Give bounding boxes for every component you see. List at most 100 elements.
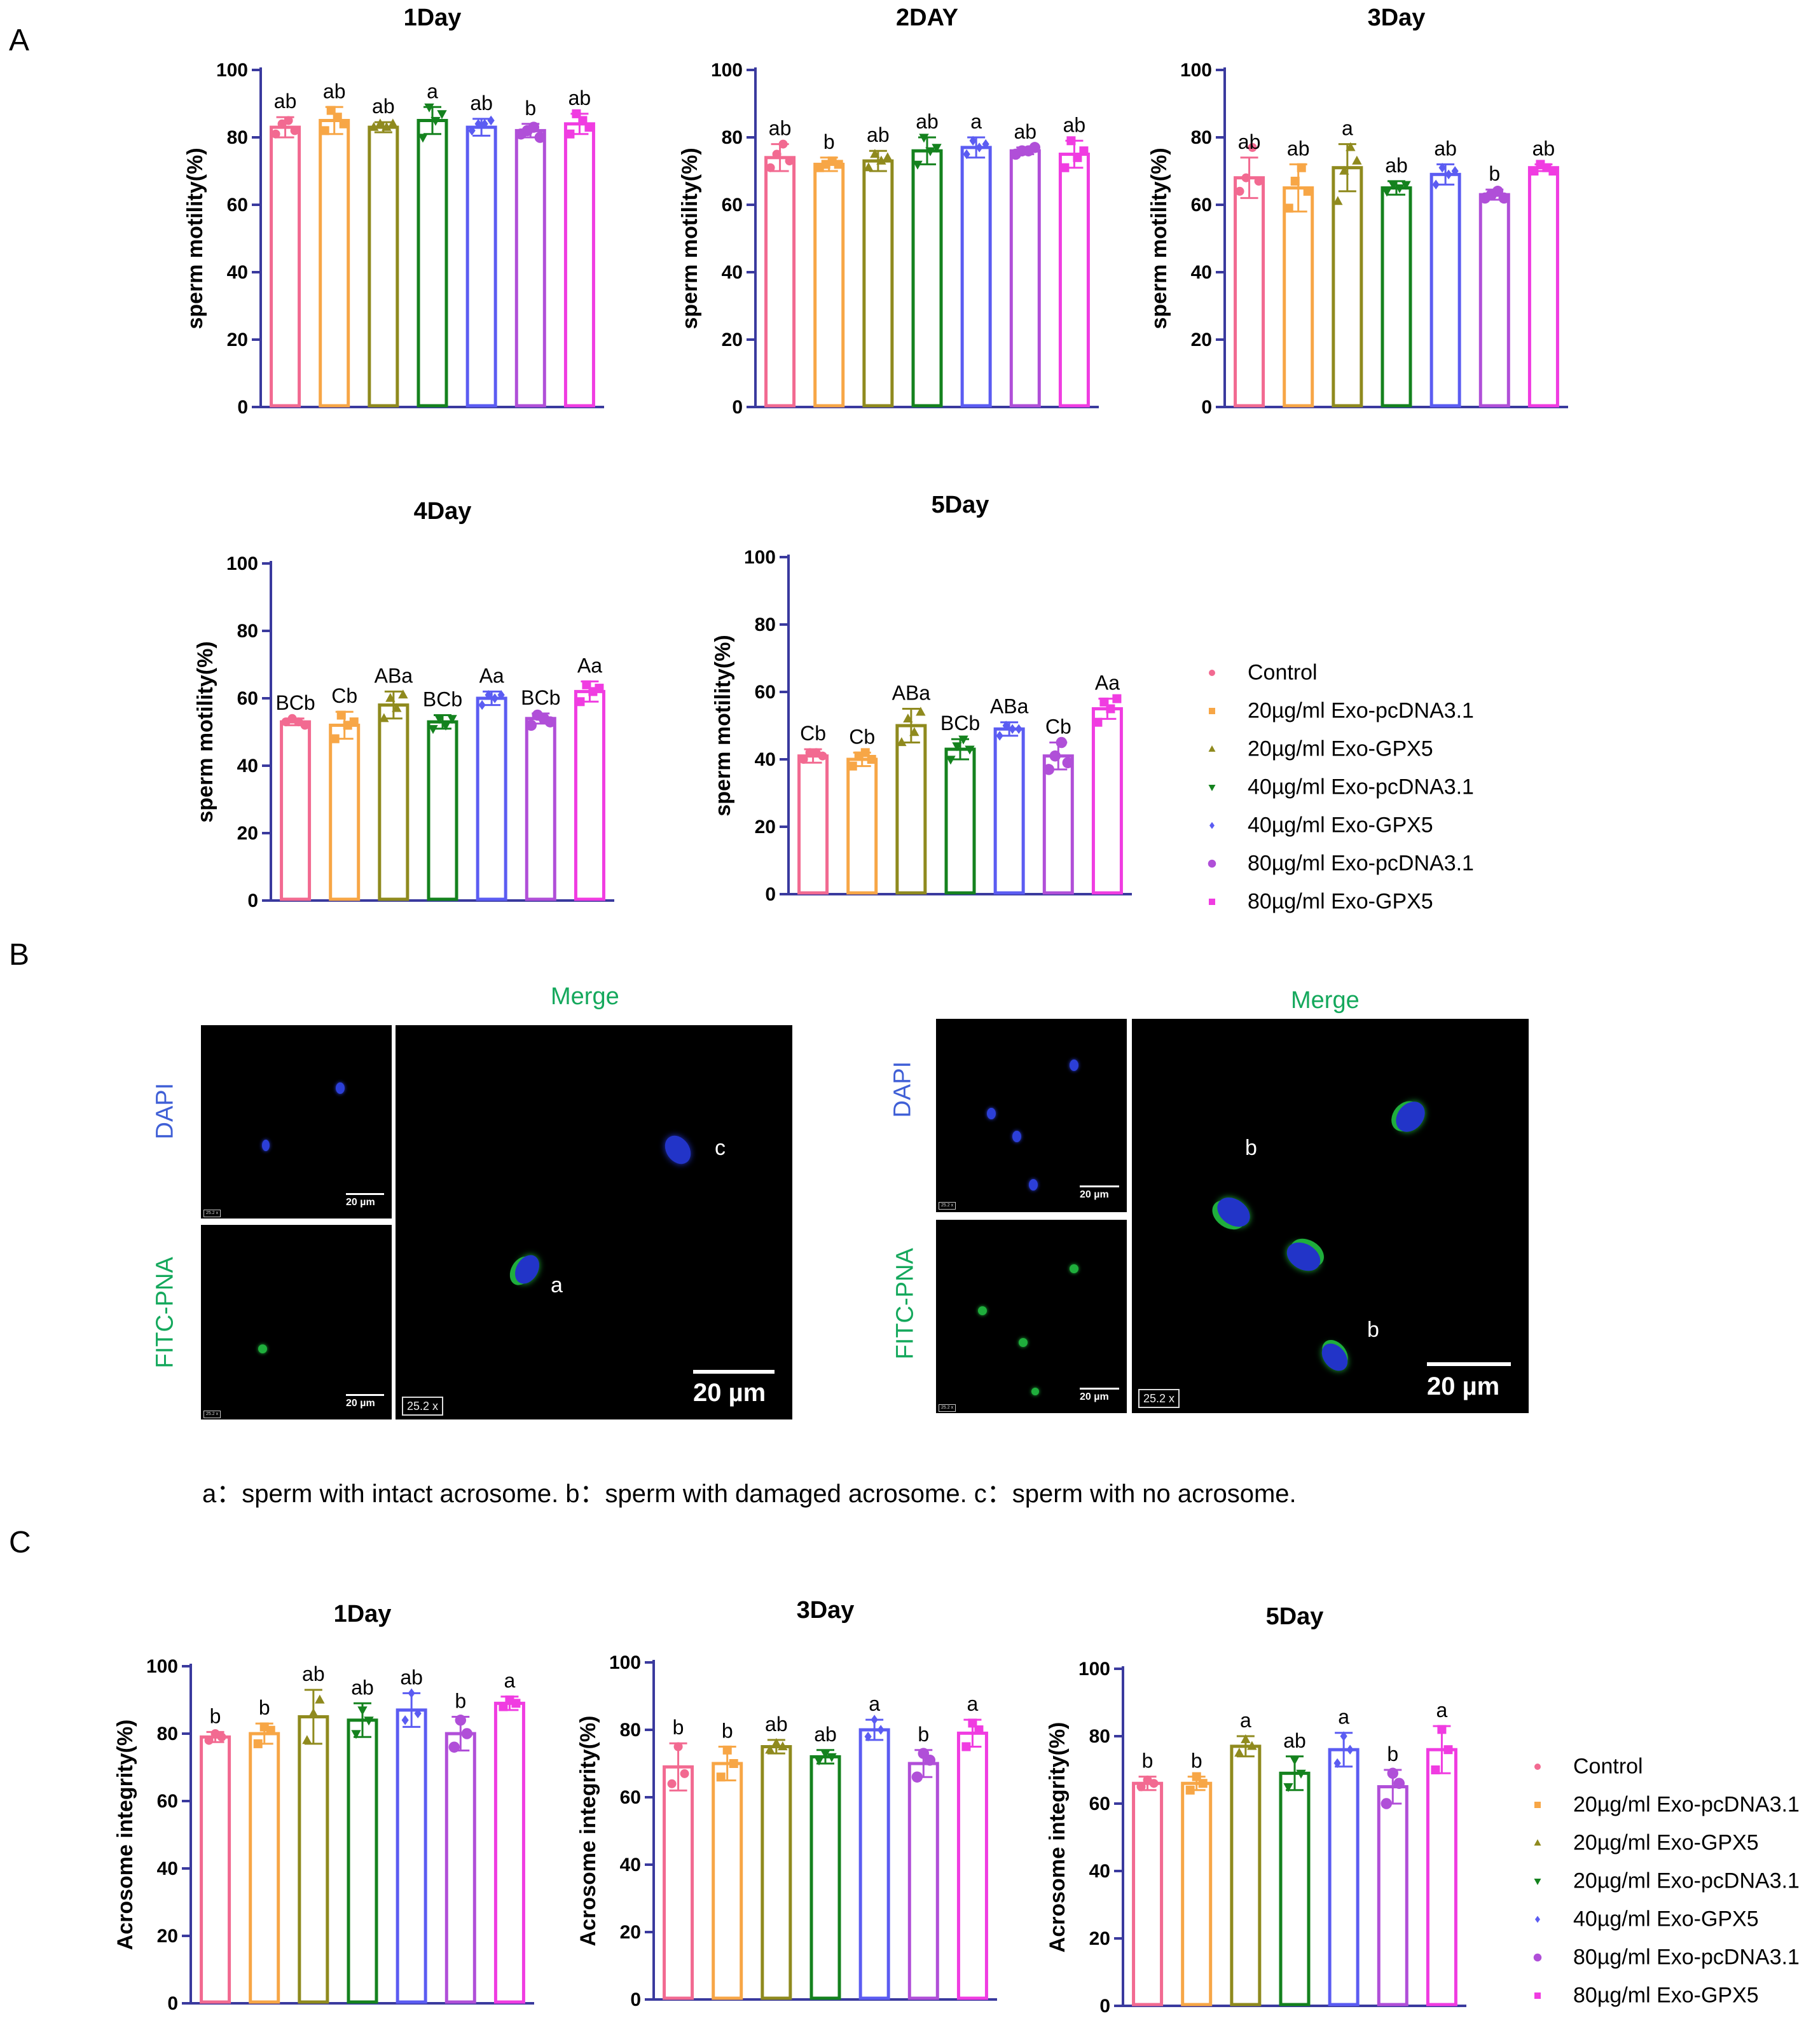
merge-image-right: b b 20 µm 25.2 x [1132,1019,1529,1413]
data-point [1303,186,1312,196]
legend-marker-shape [1209,670,1215,676]
data-point [867,755,876,764]
legend-marker-glyph [1208,745,1216,752]
scale-bar [693,1370,775,1374]
data-point [418,134,428,143]
y-tick-label: 60 [237,688,258,709]
data-point [441,721,451,731]
bar [663,1765,694,2000]
scale-bar-label: 20 µm [693,1379,766,1407]
data-point [919,134,929,143]
significance-letter: ab [1532,137,1555,160]
data-point [595,684,604,693]
chart-a-3day: 3Day sperm motility(%) 0 20 40 60 80 100 ab ab a ab… [1147,4,1568,418]
legend-label: 80µg/ml Exo-pcDNA3.1 [1248,851,1474,876]
data-point [525,719,537,731]
bar [396,1708,427,2004]
data-point [315,1694,325,1704]
sperm-head [659,1131,696,1169]
bar [427,720,458,901]
dapi-image-left: 20 µm 25.2 x [201,1025,392,1219]
data-point [1297,163,1306,172]
data-point [468,125,476,136]
significance-letter: b [1489,162,1500,185]
bar [1381,186,1412,408]
data-point [437,110,447,120]
legend-marker-glyph [1208,785,1216,791]
bar [1009,149,1041,408]
data-point [217,1732,226,1742]
y-tick-label: 40 [722,262,743,283]
bar [993,727,1025,895]
nucleus-spot [1070,1060,1078,1071]
panel-label-a: A [9,24,30,57]
bar [1042,754,1074,895]
bar [200,1735,231,2004]
significance-letter: a [1436,1699,1448,1722]
scale-bar [346,1193,384,1195]
data-point [766,163,775,172]
data-point [897,737,907,747]
data-point [1437,1725,1447,1734]
data-point [1002,721,1010,731]
data-point [799,755,808,764]
fitc-image-left: 20 µm 25.2 x [201,1225,392,1419]
legend-label: 20µg/ml Exo-pcDNA3.1 [1573,1868,1800,1893]
y-axis-label: sperm motility(%) [1147,148,1171,329]
data-point [814,1757,824,1766]
data-point [455,1715,467,1726]
significance-letter: b [823,130,835,153]
data-point [818,751,827,761]
significance-letter: a [1342,117,1353,140]
data-point [565,129,575,139]
y-tick-label: 100 [609,1652,641,1673]
legend-label: 80µg/ml Exo-GPX5 [1248,889,1433,914]
data-point [871,1715,878,1725]
data-point [1394,184,1405,193]
data-point [511,1699,521,1708]
fitc-image-right: 20 µm 25.2 x [936,1220,1127,1413]
bar [444,1732,476,2004]
nucleus-spot [1029,1179,1038,1191]
data-point [982,139,989,149]
bar [368,125,399,408]
data-point [673,1742,683,1751]
cell-label: a [551,1273,563,1297]
data-point [351,1730,361,1739]
bar [1426,1748,1457,2006]
significance-letter: ab [1014,120,1036,143]
legend-marker-3 [1205,780,1219,794]
significance-letter: ab [372,95,395,118]
sperm-head [1389,1096,1431,1138]
y-tick-label: 0 [167,1993,178,2014]
dapi-image-right: 20 µm 25.2 x [936,1019,1127,1212]
significance-letter: Cb [800,722,826,745]
data-point [308,1708,319,1717]
data-point [729,1759,738,1768]
data-point [474,119,482,129]
legend-marker-glyph [1534,1992,1541,1999]
data-point [1432,179,1440,190]
significance-letter: b [722,1720,733,1743]
bar [298,1715,329,2004]
legend-marker-4 [1205,818,1219,832]
bar [813,162,845,408]
significance-letter: a [970,110,982,133]
y-tick-label: 60 [620,1787,641,1808]
y-axis-label: sperm motility(%) [711,635,735,816]
data-point [864,162,874,172]
legend-label: 20µg/ml Exo-GPX5 [1248,736,1433,761]
data-point [1346,1744,1354,1755]
legend-marker-shape [1533,1953,1542,1962]
data-point [349,717,359,727]
data-point [1339,165,1349,175]
data-point [883,152,893,162]
data-point [965,745,975,755]
data-point [969,135,977,146]
data-point [1192,1772,1201,1781]
data-point [528,121,540,133]
magnification-label: 25.2 x [939,1404,956,1412]
y-tick-label: 20 [722,329,743,350]
data-point [903,714,913,722]
data-point [996,731,1003,741]
